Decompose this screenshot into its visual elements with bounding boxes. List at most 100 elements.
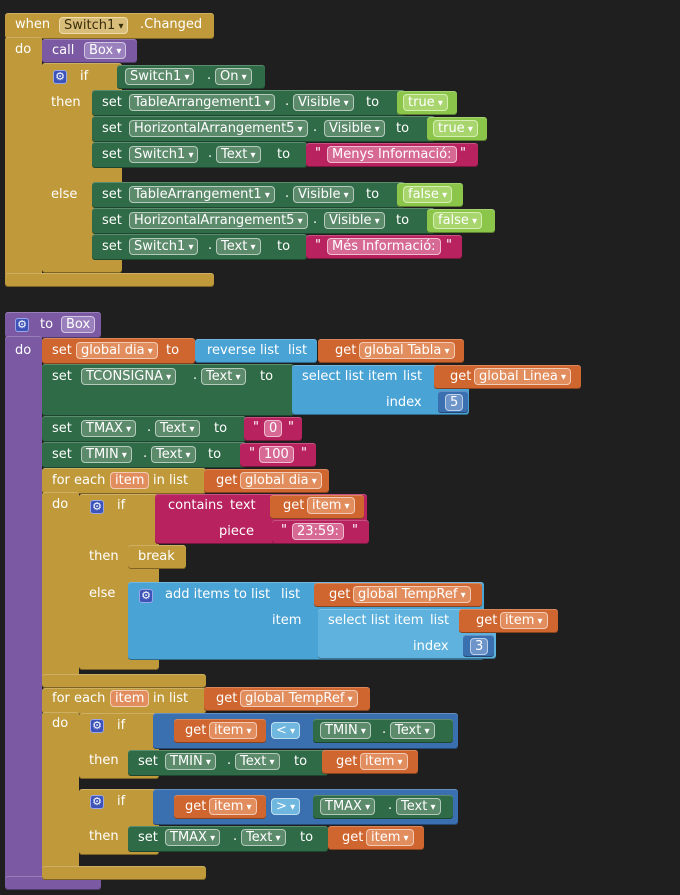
variable-dropdown[interactable]: global TempRef bbox=[353, 586, 471, 603]
to-label: to bbox=[260, 369, 274, 384]
variable-dropdown[interactable]: item bbox=[360, 753, 408, 770]
setter-prop-dropdown[interactable]: Text bbox=[201, 368, 246, 385]
setter-prop-dropdown[interactable]: Text bbox=[216, 238, 261, 255]
get-label: get bbox=[185, 799, 207, 814]
variable-dropdown[interactable]: item bbox=[209, 798, 257, 815]
quote-open: " bbox=[315, 238, 321, 253]
reverse-list-block[interactable] bbox=[195, 339, 317, 363]
call-label: call bbox=[52, 43, 75, 58]
dot-label: . bbox=[227, 753, 232, 768]
break-block[interactable] bbox=[128, 545, 186, 569]
getter-component-dropdown[interactable]: TMIN bbox=[320, 722, 371, 739]
operator-dropdown[interactable]: > bbox=[271, 798, 301, 815]
gear-icon[interactable]: ⚙ bbox=[90, 500, 104, 514]
set-text-block[interactable] bbox=[92, 234, 307, 260]
setter-component-dropdown[interactable]: Switch1 bbox=[129, 238, 199, 255]
text-field[interactable]: 100 bbox=[259, 446, 294, 463]
variable-dropdown[interactable]: item bbox=[366, 829, 414, 846]
set-text-block[interactable] bbox=[128, 826, 328, 852]
variable-dropdown[interactable]: global dia bbox=[76, 342, 158, 359]
proc-to-label: to bbox=[40, 317, 54, 332]
quote-close: " bbox=[446, 238, 452, 253]
variable-dropdown[interactable]: item bbox=[307, 497, 355, 514]
setter-prop-dropdown[interactable]: Visible bbox=[293, 94, 354, 111]
setter-prop-dropdown[interactable]: Text bbox=[151, 446, 196, 463]
get-label: get bbox=[336, 754, 358, 769]
gear-icon[interactable]: ⚙ bbox=[90, 719, 104, 733]
quote-close: " bbox=[301, 446, 307, 461]
setter-prop-dropdown[interactable]: Text bbox=[235, 753, 280, 770]
boolean-dropdown[interactable]: true bbox=[403, 94, 448, 111]
for-each-spine bbox=[42, 712, 79, 872]
variable-dropdown[interactable]: item bbox=[209, 722, 257, 739]
event-do-spine bbox=[5, 37, 42, 277]
text-field[interactable]: Menys Informació: bbox=[327, 146, 457, 163]
in-list-label: in list bbox=[153, 473, 189, 488]
setter-component-dropdown[interactable]: TCONSIGNA bbox=[81, 368, 177, 385]
loop-do-label: do bbox=[52, 716, 69, 731]
loop-variable-field[interactable]: item bbox=[110, 690, 150, 707]
setter-component-dropdown[interactable]: HorizontalArrangement5 bbox=[129, 212, 308, 229]
variable-dropdown[interactable]: global Tabla bbox=[359, 342, 455, 359]
contains-label: contains bbox=[168, 498, 224, 513]
for-each-label: for each bbox=[52, 473, 106, 488]
variable-dropdown[interactable]: global Linea bbox=[474, 368, 572, 385]
variable-dropdown[interactable]: item bbox=[500, 612, 548, 629]
variable-dropdown[interactable]: global dia bbox=[240, 472, 322, 489]
to-label: to bbox=[366, 95, 380, 110]
text-field[interactable]: 23:59: bbox=[292, 523, 344, 540]
setter-prop-dropdown[interactable]: Text bbox=[155, 420, 200, 437]
set-text-block[interactable] bbox=[42, 416, 246, 442]
setter-prop-dropdown[interactable]: Visible bbox=[293, 186, 354, 203]
setter-component-dropdown[interactable]: TMIN bbox=[165, 753, 216, 770]
setter-prop-dropdown[interactable]: Text bbox=[241, 829, 286, 846]
event-component-dropdown[interactable]: Switch1 bbox=[59, 17, 129, 34]
getter-component-dropdown[interactable]: TMAX bbox=[320, 798, 376, 815]
set-label: set bbox=[102, 187, 122, 202]
quote-close: " bbox=[352, 523, 358, 538]
gear-icon[interactable]: ⚙ bbox=[53, 70, 67, 84]
boolean-dropdown[interactable]: true bbox=[433, 120, 478, 137]
setter-component-dropdown[interactable]: TMIN bbox=[81, 446, 132, 463]
number-field[interactable]: 5 bbox=[445, 394, 464, 411]
setter-component-dropdown[interactable]: TableArrangement1 bbox=[129, 94, 275, 111]
setter-component-dropdown[interactable]: Switch1 bbox=[129, 146, 199, 163]
variable-dropdown[interactable]: global TempRef bbox=[240, 690, 358, 707]
dot-label: . bbox=[207, 68, 212, 83]
text-field[interactable]: 0 bbox=[264, 420, 283, 437]
gear-icon[interactable]: ⚙ bbox=[90, 795, 104, 809]
gear-icon[interactable]: ⚙ bbox=[15, 318, 29, 332]
gear-icon[interactable]: ⚙ bbox=[139, 589, 153, 603]
setter-component-dropdown[interactable]: HorizontalArrangement5 bbox=[129, 120, 308, 137]
getter-prop-dropdown[interactable]: Text bbox=[396, 798, 441, 815]
setter-component-dropdown[interactable]: TableArrangement1 bbox=[129, 186, 275, 203]
list-label: list bbox=[281, 587, 301, 602]
quote-open: " bbox=[253, 420, 259, 435]
text-field[interactable]: Més Informació: bbox=[327, 238, 441, 255]
cond-prop-dropdown[interactable]: On bbox=[215, 68, 252, 85]
setter-prop-dropdown[interactable]: Visible bbox=[324, 120, 385, 137]
loop-variable-field[interactable]: item bbox=[110, 472, 150, 489]
procedure-do-spine bbox=[5, 336, 42, 882]
setter-component-dropdown[interactable]: TMAX bbox=[81, 420, 137, 437]
boolean-dropdown[interactable]: false bbox=[433, 212, 483, 229]
if-label: if bbox=[80, 69, 89, 84]
setter-component-dropdown[interactable]: TMAX bbox=[165, 829, 221, 846]
set-text-block[interactable] bbox=[92, 142, 307, 168]
number-field[interactable]: 3 bbox=[470, 638, 489, 655]
set-text-block[interactable] bbox=[42, 442, 246, 468]
break-label: break bbox=[138, 549, 175, 564]
dot-label: . bbox=[193, 368, 198, 383]
set-text-block[interactable] bbox=[128, 750, 328, 776]
getter-prop-dropdown[interactable]: Text bbox=[390, 722, 435, 739]
boolean-dropdown[interactable]: false bbox=[403, 186, 453, 203]
cond-component-dropdown[interactable]: Switch1 bbox=[125, 68, 195, 85]
procedure-name-field[interactable]: Box bbox=[61, 316, 96, 333]
call-proc-dropdown[interactable]: Box bbox=[84, 42, 127, 59]
setter-prop-dropdown[interactable]: Visible bbox=[324, 212, 385, 229]
set-label: set bbox=[138, 830, 158, 845]
quote-open: " bbox=[315, 146, 321, 161]
setter-prop-dropdown[interactable]: Text bbox=[216, 146, 261, 163]
operator-dropdown[interactable]: < bbox=[271, 722, 301, 739]
